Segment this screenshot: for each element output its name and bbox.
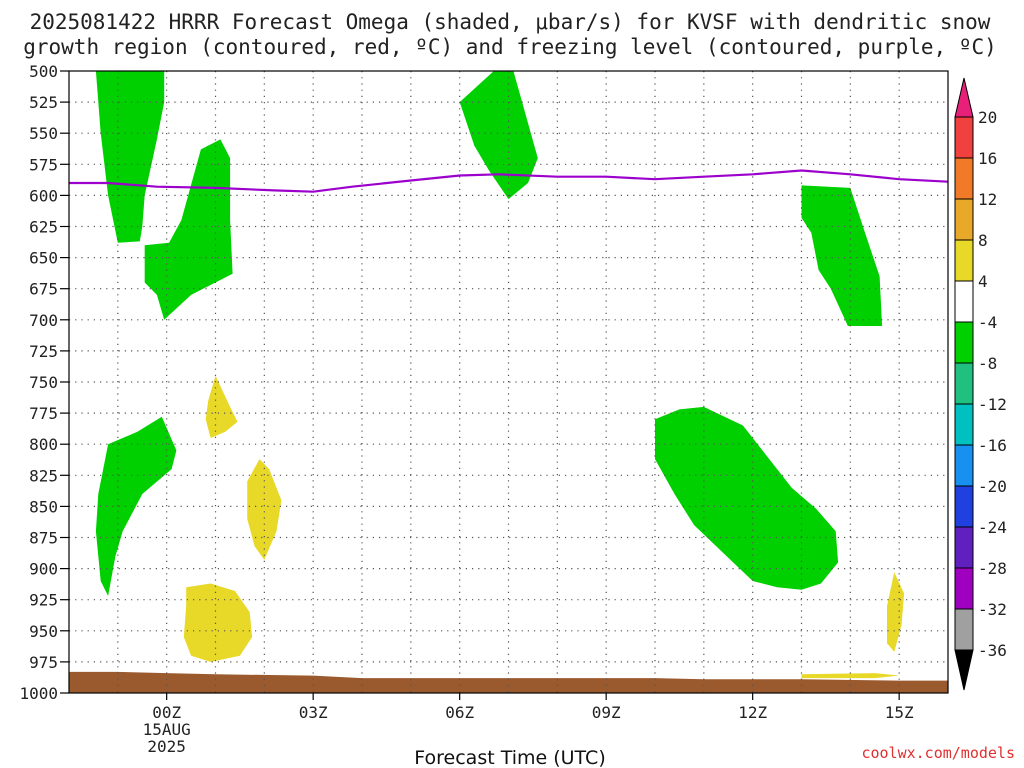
colorbar-label-3: 8 bbox=[978, 231, 988, 250]
omega-region-2 bbox=[144, 139, 233, 320]
y-tick-label-825: 825 bbox=[29, 466, 58, 485]
terrain-fill bbox=[69, 671, 948, 693]
y-tick-label-900: 900 bbox=[29, 560, 58, 579]
colorbar-label-5: -4 bbox=[978, 313, 997, 332]
omega-region-3 bbox=[459, 71, 538, 200]
x-tick-label-3-0: 03Z bbox=[299, 703, 328, 722]
y-tick-label-875: 875 bbox=[29, 529, 58, 548]
x-tick-label-0-1: 15AUG bbox=[143, 720, 191, 739]
y-tick-label-850: 850 bbox=[29, 497, 58, 516]
y-tick-label-725: 725 bbox=[29, 342, 58, 361]
y-tick-label-575: 575 bbox=[29, 155, 58, 174]
colorbar-swatch-12 bbox=[954, 567, 974, 610]
freezing-level-line bbox=[69, 169, 949, 193]
omega-region-7 bbox=[205, 375, 238, 438]
y-tick-label-650: 650 bbox=[29, 249, 58, 268]
x-tick-label-0-0: 00Z bbox=[152, 703, 181, 722]
colorbar-swatch-4 bbox=[954, 239, 974, 282]
y-tick-label-700: 700 bbox=[29, 311, 58, 330]
colorbar: 20 16 12 8 4 -4 -8 -12 -16 -20 -24 -28 -32 -36 bbox=[954, 77, 1007, 691]
colorbar-label-2: 12 bbox=[978, 190, 997, 209]
y-tick-label-925: 925 bbox=[29, 591, 58, 610]
credit-text: coolwx.com/models bbox=[861, 744, 1015, 762]
colorbar-label-0: 20 bbox=[978, 108, 997, 127]
chart-title-line2: growth region (contoured, red, ºC) and f… bbox=[23, 35, 997, 59]
y-tick-label-675: 675 bbox=[29, 280, 58, 299]
y-tick-label-550: 550 bbox=[29, 124, 58, 143]
y-tick-label-525: 525 bbox=[29, 93, 58, 112]
omega-region-11 bbox=[801, 673, 900, 679]
colorbar-label-6: -8 bbox=[978, 354, 997, 373]
colorbar-label-8: -16 bbox=[978, 436, 1007, 455]
x-tick-label-0-2: 2025 bbox=[147, 737, 186, 756]
y-tick-label-750: 750 bbox=[29, 373, 58, 392]
x-tick-label-12-0: 12Z bbox=[738, 703, 767, 722]
x-tick-label-15-0: 15Z bbox=[885, 703, 914, 722]
colorbar-swatch-2 bbox=[954, 157, 974, 200]
colorbar-swatch-1 bbox=[954, 116, 974, 159]
colorbar-label-1: 16 bbox=[978, 149, 997, 168]
freezing-level-layer bbox=[69, 169, 949, 193]
x-axis-label: Forecast Time (UTC) bbox=[414, 747, 605, 768]
colorbar-label-9: -20 bbox=[978, 477, 1007, 496]
gridlines bbox=[69, 71, 948, 693]
y-tick-label-625: 625 bbox=[29, 218, 58, 237]
colorbar-label-10: -24 bbox=[978, 518, 1007, 537]
colorbar-label-12: -32 bbox=[978, 600, 1007, 619]
omega-region-1 bbox=[95, 71, 165, 243]
colorbar-swatch-11 bbox=[954, 526, 974, 569]
omega-region-4 bbox=[801, 185, 883, 326]
x-tick-label-6-0: 06Z bbox=[445, 703, 474, 722]
y-tick-label-775: 775 bbox=[29, 404, 58, 423]
y-tick-label-500: 500 bbox=[29, 62, 58, 81]
y-tick-label-800: 800 bbox=[29, 435, 58, 454]
colorbar-label-11: -28 bbox=[978, 559, 1007, 578]
omega-shaded-regions bbox=[95, 71, 905, 679]
y-tick-label-1000: 1000 bbox=[19, 684, 58, 703]
colorbar-swatch-10 bbox=[954, 485, 974, 528]
y-tick-label-950: 950 bbox=[29, 622, 58, 641]
y-tick-label-600: 600 bbox=[29, 186, 58, 205]
colorbar-top-arrow bbox=[954, 77, 974, 118]
terrain-layer bbox=[69, 671, 948, 693]
colorbar-label-13: -36 bbox=[978, 641, 1007, 660]
plot-area bbox=[68, 70, 949, 694]
colorbar-swatch-5 bbox=[954, 280, 974, 323]
y-tick-label-975: 975 bbox=[29, 653, 58, 672]
omega-region-9 bbox=[183, 583, 253, 662]
colorbar-bottom-arrow bbox=[954, 649, 974, 691]
colorbar-swatch-13 bbox=[954, 608, 974, 651]
colorbar-swatch-3 bbox=[954, 198, 974, 241]
colorbar-swatch-8 bbox=[954, 403, 974, 446]
chart-title-line1: 2025081422 HRRR Forecast Omega (shaded, … bbox=[30, 10, 991, 34]
colorbar-swatch-7 bbox=[954, 362, 974, 405]
colorbar-label-4: 4 bbox=[978, 272, 988, 291]
omega-region-5 bbox=[95, 416, 177, 596]
omega-region-6 bbox=[655, 406, 839, 590]
x-tick-label-9-0: 09Z bbox=[592, 703, 621, 722]
omega-region-8 bbox=[247, 459, 282, 560]
colorbar-swatch-6 bbox=[954, 321, 974, 364]
omega-region-10 bbox=[887, 572, 905, 652]
colorbar-swatch-9 bbox=[954, 444, 974, 487]
y-axis-ticks: 500 525 550 575 600 625 650 675 700 725 750 775 800 8… bbox=[19, 62, 69, 703]
colorbar-label-7: -12 bbox=[978, 395, 1007, 414]
